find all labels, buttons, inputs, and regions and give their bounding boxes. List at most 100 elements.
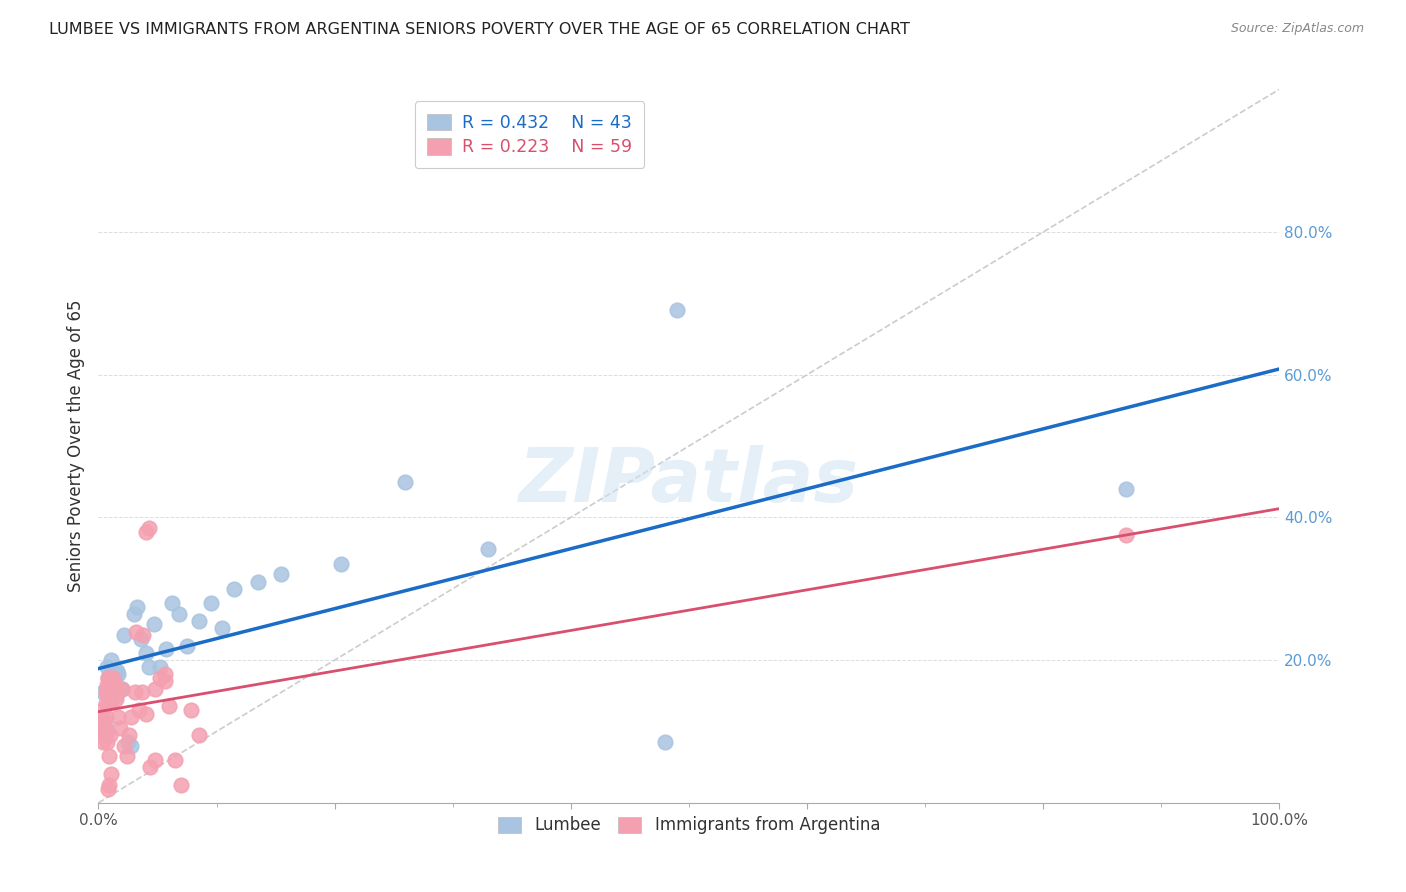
Point: [118, 728, 141, 742]
Point: [129, 632, 152, 646]
Point: [98, 778, 121, 792]
Point: [124, 685, 146, 699]
Point: [143, 753, 166, 767]
Point: [139, 760, 162, 774]
Point: [135, 524, 157, 539]
Point: [96, 735, 118, 749]
Point: [91, 728, 114, 742]
Point: [1115, 482, 1137, 496]
Point: [122, 607, 145, 621]
Point: [100, 685, 122, 699]
Point: [90, 710, 112, 724]
Point: [246, 574, 269, 589]
Point: [211, 621, 233, 635]
Point: [101, 674, 124, 689]
Point: [94, 685, 117, 699]
Point: [93, 724, 115, 739]
Point: [98, 671, 121, 685]
Point: [125, 624, 148, 639]
Point: [103, 674, 125, 689]
Point: [101, 667, 124, 681]
Point: [101, 671, 124, 685]
Point: [187, 614, 209, 628]
Point: [157, 699, 180, 714]
Point: [270, 567, 292, 582]
Point: [127, 599, 149, 614]
Point: [100, 671, 122, 685]
Point: [155, 642, 177, 657]
Point: [97, 671, 120, 685]
Point: [108, 721, 131, 735]
Point: [104, 667, 127, 681]
Point: [98, 696, 121, 710]
Point: [97, 681, 120, 696]
Point: [94, 696, 117, 710]
Point: [654, 735, 676, 749]
Point: [91, 685, 114, 699]
Point: [91, 735, 114, 749]
Text: ZIPatlas: ZIPatlas: [519, 445, 859, 518]
Point: [187, 728, 209, 742]
Point: [96, 660, 118, 674]
Point: [170, 778, 193, 792]
Point: [111, 681, 134, 696]
Point: [666, 303, 689, 318]
Point: [105, 689, 128, 703]
Point: [96, 678, 118, 692]
Point: [1115, 528, 1137, 542]
Point: [98, 728, 121, 742]
Point: [149, 671, 172, 685]
Point: [100, 767, 122, 781]
Point: [153, 667, 176, 681]
Point: [111, 681, 134, 696]
Point: [138, 660, 160, 674]
Point: [135, 646, 157, 660]
Point: [108, 681, 131, 696]
Point: [98, 696, 121, 710]
Point: [135, 706, 157, 721]
Point: [394, 475, 416, 489]
Point: [117, 735, 139, 749]
Point: [97, 781, 120, 796]
Text: Source: ZipAtlas.com: Source: ZipAtlas.com: [1230, 22, 1364, 36]
Point: [103, 685, 125, 699]
Point: [224, 582, 246, 596]
Point: [98, 667, 121, 681]
Point: [121, 739, 143, 753]
Legend: Lumbee, Immigrants from Argentina: Lumbee, Immigrants from Argentina: [491, 810, 887, 841]
Y-axis label: Seniors Poverty Over the Age of 65: Seniors Poverty Over the Age of 65: [66, 300, 84, 592]
Text: LUMBEE VS IMMIGRANTS FROM ARGENTINA SENIORS POVERTY OVER THE AGE OF 65 CORRELATI: LUMBEE VS IMMIGRANTS FROM ARGENTINA SENI…: [49, 22, 910, 37]
Point: [167, 607, 190, 621]
Point: [165, 753, 187, 767]
Point: [149, 660, 172, 674]
Point: [105, 685, 128, 699]
Point: [107, 667, 129, 681]
Point: [91, 703, 114, 717]
Point: [97, 685, 120, 699]
Point: [105, 664, 128, 678]
Point: [98, 678, 121, 692]
Point: [112, 628, 135, 642]
Point: [153, 674, 176, 689]
Point: [105, 692, 128, 706]
Point: [180, 703, 202, 717]
Point: [94, 721, 117, 735]
Point: [98, 749, 121, 764]
Point: [121, 710, 143, 724]
Point: [104, 678, 127, 692]
Point: [91, 728, 114, 742]
Point: [329, 557, 352, 571]
Point: [176, 639, 198, 653]
Point: [107, 710, 129, 724]
Point: [200, 596, 222, 610]
Point: [143, 681, 166, 696]
Point: [93, 714, 115, 728]
Point: [160, 596, 183, 610]
Point: [100, 653, 122, 667]
Point: [115, 749, 138, 764]
Point: [97, 671, 120, 685]
Point: [98, 685, 121, 699]
Point: [128, 703, 150, 717]
Point: [96, 724, 118, 739]
Point: [132, 628, 155, 642]
